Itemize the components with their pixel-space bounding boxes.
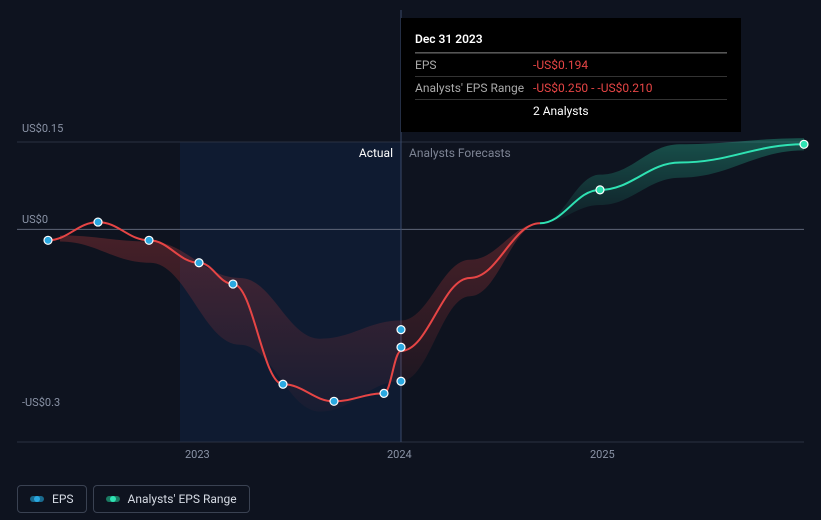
legend: EPS Analysts' EPS Range [17, 485, 250, 513]
legend-swatch [30, 496, 44, 502]
forecast-label: Analysts Forecasts [409, 146, 511, 160]
tooltip-row: Analysts' EPS Range-US$0.250 - -US$0.210 [415, 76, 727, 99]
legend-item[interactable]: EPS [17, 485, 87, 513]
legend-item[interactable]: Analysts' EPS Range [93, 485, 250, 513]
tooltip-value: 2 Analysts [533, 102, 589, 120]
tooltip-date: Dec 31 2023 [415, 28, 727, 53]
x-axis-label: 2024 [387, 448, 412, 461]
y-axis-label: US$0.15 [22, 122, 63, 135]
tooltip-key [415, 102, 533, 120]
y-axis-label: -US$0.3 [22, 396, 60, 409]
legend-label: EPS [52, 492, 74, 506]
actual-label: Actual [359, 146, 393, 160]
x-axis-label: 2025 [590, 448, 615, 461]
y-axis-label: US$0 [22, 213, 48, 226]
legend-label: Analysts' EPS Range [128, 492, 237, 506]
tooltip-key: EPS [415, 56, 533, 74]
eps-chart: Dec 31 2023 EPS-US$0.194Analysts' EPS Ra… [0, 0, 821, 520]
legend-swatch [106, 496, 120, 502]
tooltip-row: 2 Analysts [415, 99, 727, 122]
chart-tooltip: Dec 31 2023 EPS-US$0.194Analysts' EPS Ra… [401, 18, 741, 132]
tooltip-value: -US$0.250 - -US$0.210 [533, 79, 652, 97]
tooltip-value: -US$0.194 [533, 56, 588, 74]
tooltip-key: Analysts' EPS Range [415, 79, 533, 97]
x-axis-label: 2023 [185, 448, 210, 461]
tooltip-row: EPS-US$0.194 [415, 53, 727, 76]
